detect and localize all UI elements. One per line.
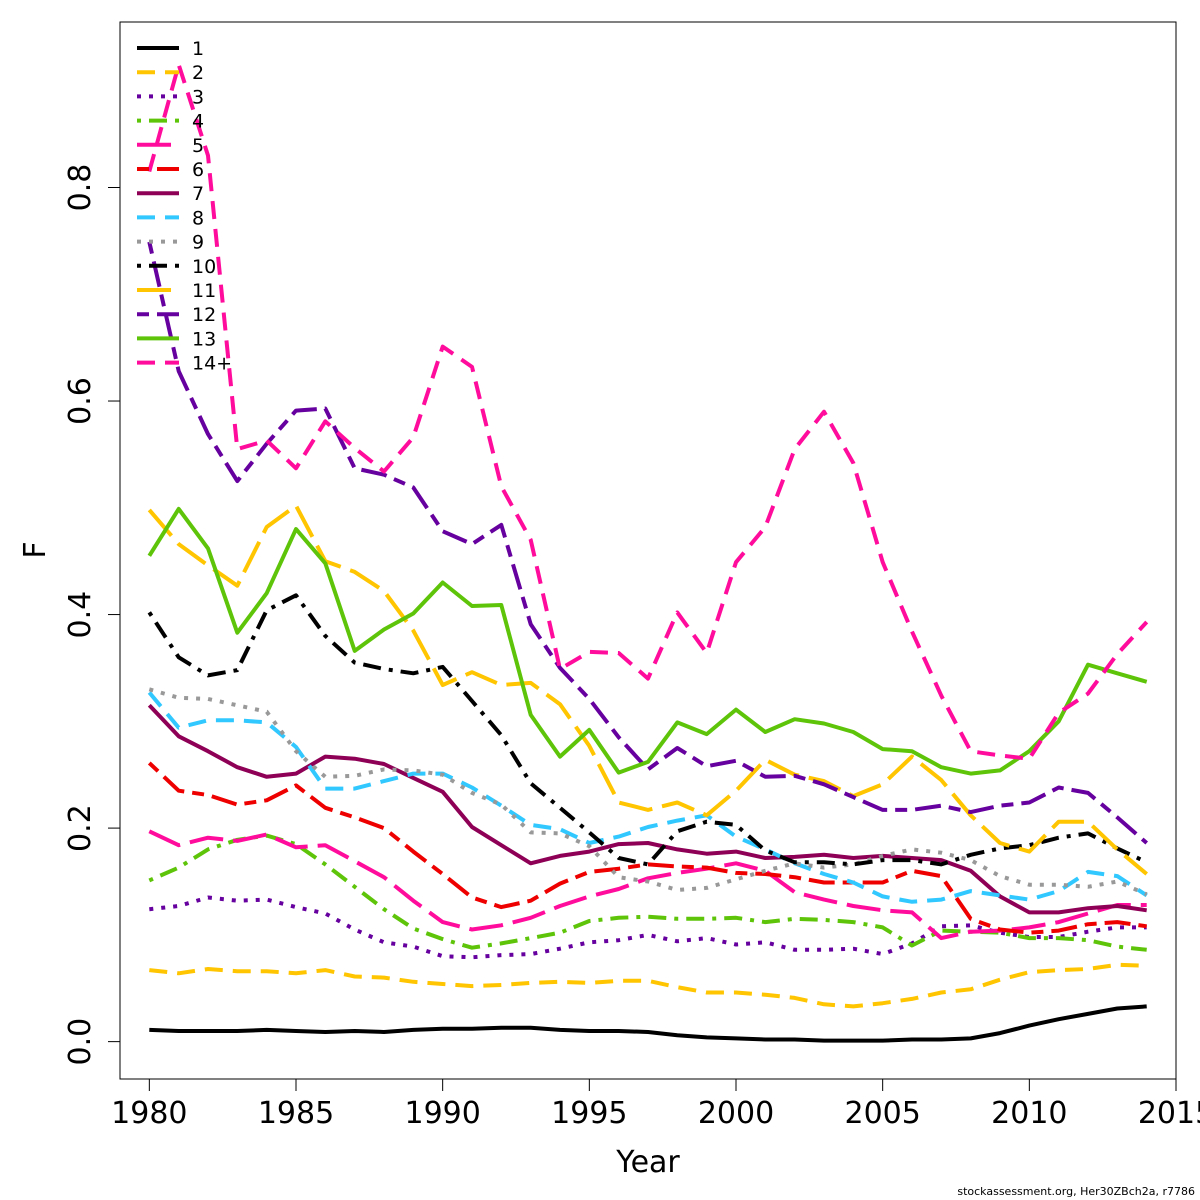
legend-label-4: 4 (192, 111, 204, 133)
series-line-11 (147, 503, 1148, 876)
legend-label-8: 8 (192, 207, 204, 229)
x-tick-label: 1995 (551, 1096, 627, 1131)
y-tick-label: 0.4 (63, 591, 98, 639)
series-line-6 (147, 761, 1147, 935)
series-line-5 (148, 829, 1147, 941)
legend-label-7: 7 (192, 183, 204, 205)
legend-label-12: 12 (192, 304, 216, 326)
y-tick-label: 0.0 (63, 1018, 98, 1066)
y-tick-label: 0.2 (63, 804, 98, 852)
plot-area-frame (119, 21, 1177, 1080)
x-tick-label: 2005 (844, 1096, 920, 1131)
legend-label-10: 10 (192, 256, 216, 278)
series-layer (147, 62, 1149, 1043)
y-axis: 0.0 0.2 0.4 0.6 0.8 (63, 164, 121, 1066)
legend-label-5: 5 (192, 135, 204, 157)
y-axis-title: F (18, 541, 53, 558)
x-tick-label: 2000 (698, 1096, 774, 1131)
y-tick-label: 0.8 (63, 164, 98, 212)
series-line-8 (147, 691, 1148, 904)
series-line-10 (147, 593, 1148, 867)
legend-label-2: 2 (192, 62, 204, 84)
series-line-12 (147, 241, 1149, 845)
series-line-1 (149, 1004, 1147, 1043)
series-line-3 (149, 895, 1147, 960)
series-line-13 (147, 506, 1148, 776)
plot-border (119, 21, 1177, 1080)
x-tick-label: 2010 (991, 1096, 1067, 1131)
legend-label-11: 11 (192, 280, 216, 302)
x-tick-label: 1990 (404, 1096, 480, 1131)
legend-label-14plus: 14+ (192, 353, 232, 375)
credit-text: stockassessment.org, Her30ZBch2a, r7786 (957, 1185, 1195, 1198)
legend-label-3: 3 (192, 86, 204, 108)
legend-label-6: 6 (192, 159, 204, 181)
y-tick-label: 0.6 (63, 377, 98, 425)
series-line-7 (147, 703, 1147, 915)
legend-label-13: 13 (192, 328, 216, 350)
x-tick-label: 1980 (111, 1096, 187, 1131)
series-line-2 (149, 962, 1147, 1009)
x-axis: 1980 1985 1990 1995 2000 2005 2010 2015 (111, 1078, 1200, 1131)
series-line-9 (148, 687, 1148, 897)
legend-label-1: 1 (192, 38, 204, 60)
legend-label-9: 9 (192, 232, 204, 254)
x-tick-label: 2015 (1138, 1096, 1200, 1131)
series-line-14plus (147, 62, 1149, 761)
x-axis-title: Year (615, 1145, 680, 1180)
x-tick-label: 1985 (258, 1096, 334, 1131)
